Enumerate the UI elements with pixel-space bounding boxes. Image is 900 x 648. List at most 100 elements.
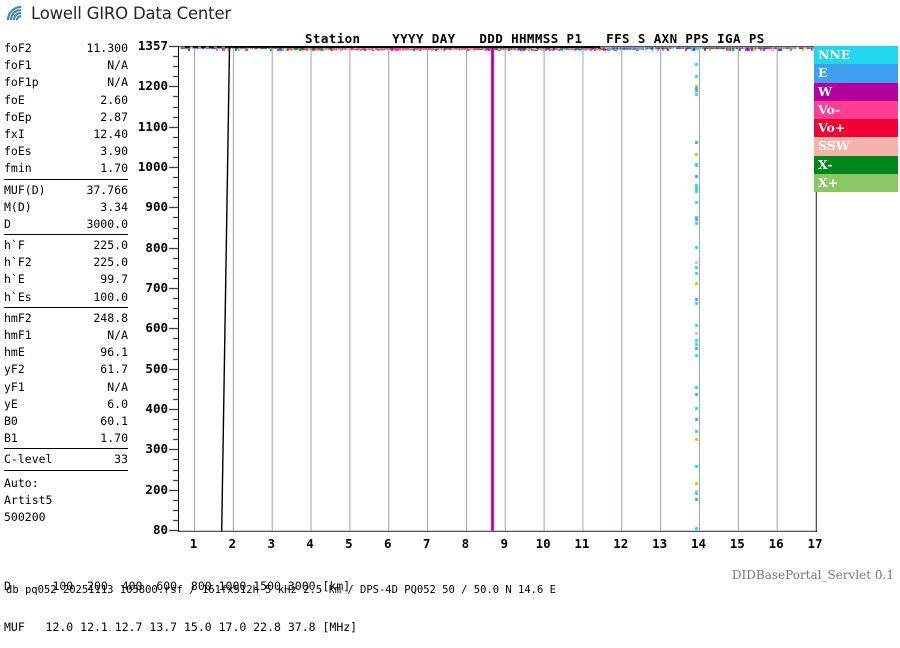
param-key: yF2 — [4, 362, 25, 377]
legend-item-e[interactable]: E — [814, 64, 898, 83]
param-row-mufd: MUF(D) 37.766 — [4, 182, 128, 199]
param-row-d: D 3000.0 — [4, 216, 128, 233]
param-key: M(D) — [4, 199, 32, 214]
param-key: foF1 — [4, 58, 32, 73]
param-key: C-level — [4, 452, 53, 467]
param-group-2: h`F 225.0 h`F2 225.0 h`E 99.7 h`Es 100.0 — [4, 237, 128, 308]
param-value: 225.0 — [93, 255, 128, 270]
param-row-hf2: h`F2 225.0 — [4, 254, 128, 271]
legend-item-x[interactable]: X- — [814, 155, 898, 175]
param-row-fof2: foF2 11.300 — [4, 40, 128, 57]
y-tick-600: 600 — [145, 320, 168, 336]
x-tick-6: 6 — [383, 536, 392, 551]
x-tick-2: 2 — [228, 536, 237, 551]
bottom-scale-rows: D 100 200 400 600 800 1000 1500 3000 [km… — [4, 553, 357, 648]
y-axis: 1357 1200 1100 1000 900 800 700 600 500 400 300 200… — [120, 38, 178, 540]
auto-line-0: Auto: — [4, 475, 39, 490]
param-row-foe: foE 2.60 — [4, 92, 128, 109]
x-tick-8: 8 — [461, 536, 470, 551]
param-row-hf: h`F 225.0 — [4, 237, 128, 254]
param-key: foEp — [4, 109, 32, 124]
param-row-fmin: fmin 1.70 — [4, 160, 128, 177]
param-row-hme: hmE 96.1 — [4, 344, 128, 361]
param-key: h`F — [4, 238, 25, 253]
param-key: h`E — [4, 272, 25, 287]
direction-legend[interactable]: NNE E W Vo- Vo+ SSW X- X+ — [814, 46, 898, 193]
legend-item-nne[interactable]: NNE — [814, 46, 898, 65]
param-key: foF2 — [4, 41, 32, 55]
x-tick-16: 16 — [768, 536, 784, 551]
y-tick-1357: 1357 — [137, 38, 168, 53]
servlet-version-label: DIDBasePortal_Servlet 0.1 — [731, 568, 894, 582]
y-tick-1200: 1200 — [137, 78, 168, 94]
param-group-4: C-level33 — [4, 451, 128, 471]
x-tick-9: 9 — [500, 536, 509, 551]
y-tick-800: 800 — [145, 239, 168, 255]
param-row-foes: foEs 3.90 — [4, 143, 128, 160]
ionogram-parameters-panel: foF2 11.300 foF1 N/A foF1p N/A foE 2.60 foEp 2.87… — [4, 40, 128, 526]
param-key: h`F2 — [4, 255, 32, 270]
ionogram-plot[interactable] — [178, 46, 817, 532]
auto-scaler-block: Auto: Artist5 500200 — [4, 473, 128, 527]
param-row-hes: h`Es 100.0 — [4, 289, 128, 306]
param-key: yF1 — [4, 379, 25, 394]
param-row-b0: B0 60.1 — [4, 413, 128, 430]
x-tick-4: 4 — [306, 536, 314, 551]
x-tick-14: 14 — [690, 536, 706, 551]
y-tick-1100: 1100 — [137, 118, 168, 134]
param-group-0: foF2 11.300 foF1 N/A foF1p N/A foE 2.60 foEp 2.87… — [4, 40, 128, 180]
x-axis: 1 2 3 4 5 6 7 8 9 10 11 12 13 14 15 16 17 — [178, 533, 823, 553]
legend-item-ssw[interactable]: SSW — [814, 137, 898, 156]
param-row-ye: yE 6.0 — [4, 396, 128, 413]
ionogram-traces — [179, 46, 817, 532]
param-row-fxi: fxI 12.40 — [4, 126, 128, 143]
x-tick-1: 1 — [189, 536, 198, 551]
param-value: 225.0 — [93, 238, 128, 253]
param-row-clevel: C-level33 — [4, 451, 128, 468]
auto-line-2: 500200 — [4, 509, 46, 524]
param-key: fxI — [4, 126, 25, 141]
param-row-yf2: yF2 61.7 — [4, 361, 128, 378]
x-tick-3: 3 — [267, 536, 275, 551]
ionogram-echo-scatter — [179, 47, 816, 531]
legend-item-vo[interactable]: Vo- — [814, 100, 898, 120]
param-value: 100.0 — [93, 289, 128, 304]
plot-gridlines — [179, 46, 817, 532]
param-row-foep: foEp 2.87 — [4, 109, 128, 126]
param-value: 248.8 — [93, 310, 128, 325]
param-value: 12.40 — [93, 126, 128, 141]
param-key: yE — [4, 396, 18, 411]
d-scale-row: D 100 200 400 600 800 1000 1500 3000 [km… — [4, 579, 351, 593]
y-axis-ticks — [120, 40, 178, 540]
param-value: 37.766 — [86, 182, 128, 197]
x-tick-13: 13 — [652, 536, 668, 551]
legend-item-vo[interactable]: Vo+ — [814, 119, 898, 138]
y-tick-300: 300 — [145, 441, 168, 457]
x-tick-17: 17 — [807, 536, 823, 551]
x-tick-5: 5 — [345, 536, 353, 551]
param-group-1: MUF(D) 37.766 M(D) 3.34 D 3000.0 — [4, 182, 128, 236]
param-row-hmf1: hmF1 N/A — [4, 327, 128, 344]
param-value: 3000.0 — [86, 216, 128, 231]
auto-line-1: Artist5 — [4, 492, 53, 507]
x-tick-7: 7 — [422, 536, 431, 551]
muf-scale-row: MUF 12.0 12.1 12.7 13.7 15.0 17.0 22.8 3… — [4, 619, 358, 634]
y-tick-400: 400 — [145, 401, 168, 416]
param-row-he: h`E 99.7 — [4, 271, 128, 288]
param-row-yf1: yF1 N/A — [4, 379, 128, 396]
y-tick-200: 200 — [145, 481, 168, 497]
param-key: MUF(D) — [4, 182, 46, 197]
param-key: foE — [4, 92, 25, 107]
brand-title: Lowell GIRO Data Center — [31, 4, 231, 23]
param-key: hmF1 — [4, 328, 32, 342]
database-footer-line: db pq052 20251113 105800.rsf / 161fx512h… — [6, 584, 556, 596]
param-group-3: hmF2 248.8 hmF1 N/A hmE 96.1 yF2 61.7 yF1 N/A yE 6.… — [4, 310, 128, 450]
param-key: hmE — [4, 345, 25, 360]
legend-item-w[interactable]: W — [814, 82, 898, 101]
y-tick-80: 80 — [152, 522, 168, 537]
legend-item-x[interactable]: X+ — [814, 174, 898, 193]
param-key: h`Es — [4, 289, 32, 304]
y-tick-500: 500 — [145, 360, 168, 376]
brand-header: Lowell GIRO Data Center — [6, 4, 231, 23]
giro-logo-icon — [6, 5, 28, 23]
